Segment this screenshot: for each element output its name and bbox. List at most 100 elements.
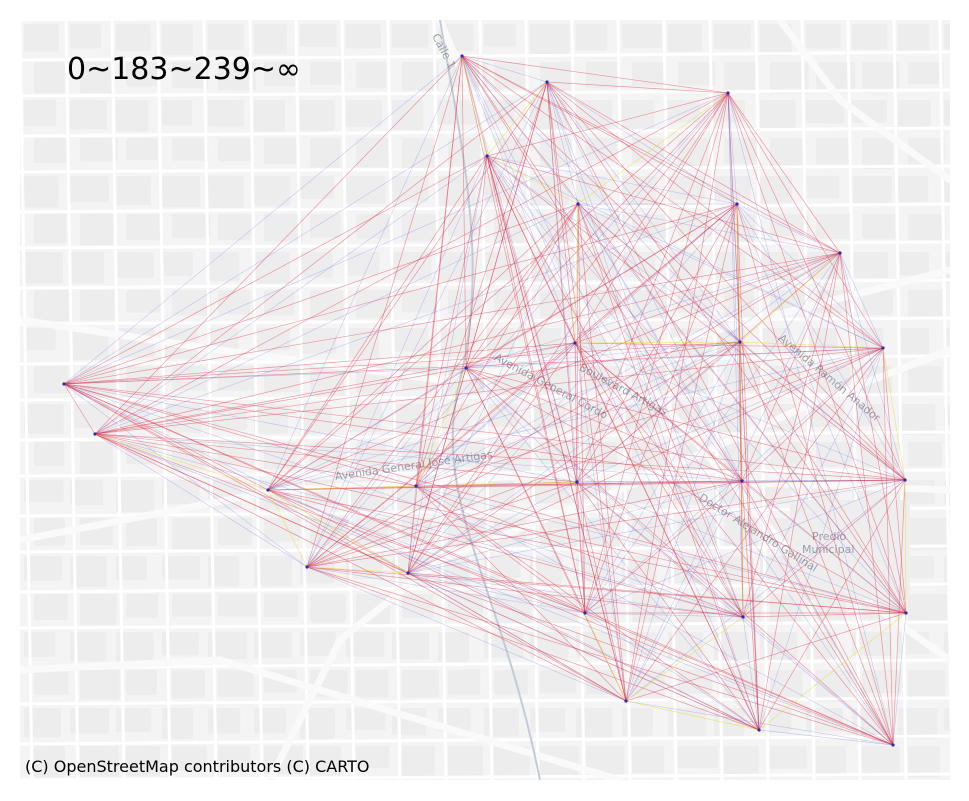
network-link-mid [415, 55, 463, 487]
network-link-mid [63, 383, 96, 435]
street-label: Municipal [802, 543, 854, 556]
network-link-mid [267, 489, 760, 731]
network-link-low [461, 55, 578, 483]
network-link-mid [574, 342, 884, 349]
network-link-low [306, 566, 627, 702]
network-link-mid [465, 367, 627, 702]
network-link-low [625, 700, 894, 746]
network-link-mid [625, 92, 729, 702]
network-link-mid [839, 252, 894, 746]
network-link-high [267, 489, 409, 574]
network-link-low [465, 252, 841, 369]
network-link-low [546, 81, 741, 343]
network-node [576, 202, 580, 206]
network-link-mid [574, 342, 744, 618]
network-link-low [465, 347, 884, 369]
network-link-low [576, 480, 743, 483]
network-link-mid [63, 383, 417, 487]
network-link-mid [576, 481, 760, 731]
network-link-low [63, 383, 308, 568]
network-link-mid [461, 55, 586, 614]
network-link-low [584, 612, 744, 618]
network-link-low [727, 92, 894, 746]
network-link-high [415, 481, 578, 487]
network-link-mid [576, 481, 586, 614]
network-link-mid [415, 485, 586, 614]
network-link-mid [306, 203, 579, 568]
network-link-high [904, 479, 907, 614]
network-link-high [267, 485, 417, 491]
network-link-low [486, 155, 738, 205]
network-link-mid [577, 203, 760, 731]
network-link-low [741, 480, 907, 614]
network-link-mid [63, 155, 488, 385]
network-link-low [577, 203, 884, 349]
network-link-mid [306, 480, 743, 568]
network-link-mid [306, 252, 841, 568]
network-link-low [407, 572, 760, 731]
network-link-low [741, 479, 906, 482]
network-link-mid [63, 252, 841, 385]
network-link-mid [306, 203, 738, 568]
network-link-low [415, 252, 841, 487]
network-link-low [63, 55, 463, 385]
network-link-mid [546, 81, 907, 614]
network-link-mid [882, 347, 894, 746]
network-link-mid [465, 367, 894, 746]
network-link-low [461, 55, 760, 731]
network-link-low [625, 252, 841, 702]
network-link-low [574, 342, 627, 702]
network-link-mid [739, 341, 906, 481]
network-link-high [461, 55, 488, 157]
network-link-low [574, 342, 906, 481]
network-link-mid [94, 433, 417, 487]
network-link-mid [882, 347, 907, 614]
network-link-mid [267, 92, 729, 491]
network-link-mid [742, 612, 907, 618]
network-link-mid [94, 433, 906, 481]
network-link-mid [741, 480, 760, 731]
network-link-low [546, 81, 579, 205]
network-link-low [461, 55, 741, 343]
network-link-mid [94, 252, 841, 435]
network-link-mid [306, 342, 576, 568]
network-link-low [574, 342, 586, 614]
network-link-low [546, 81, 743, 482]
network-link-high [882, 347, 906, 481]
network-link-low [306, 155, 488, 568]
network-link-mid [576, 203, 738, 483]
network-link-mid [574, 342, 760, 731]
network-link-low [94, 433, 894, 746]
network-link-low [465, 367, 578, 483]
network-link-low [486, 155, 884, 349]
network-node [573, 341, 577, 345]
network-node [903, 478, 907, 482]
network-nodes [62, 54, 908, 747]
network-link-mid [839, 252, 907, 614]
network-link-low [407, 203, 738, 574]
network-link-mid [465, 367, 743, 482]
network-link-mid [486, 155, 744, 618]
network-node [575, 480, 579, 484]
network-link-low [63, 383, 578, 483]
network-link-low [839, 252, 884, 349]
network-link-low [742, 616, 894, 746]
network-link-mid [758, 479, 906, 731]
network-link-mid [63, 341, 741, 385]
network-link-mid [63, 383, 627, 702]
network-link-low [546, 81, 760, 731]
network-link-mid [461, 55, 841, 254]
links-mid [63, 55, 907, 746]
network-link-mid [94, 342, 576, 435]
network-link-mid [407, 92, 729, 574]
network-link-high [486, 81, 548, 157]
network-link-low [758, 347, 884, 731]
network-link-high [574, 203, 579, 344]
network-link-mid [741, 347, 884, 482]
network-link-high [306, 566, 409, 574]
network-link-mid [574, 342, 894, 746]
network-link-low [584, 612, 760, 731]
network-link-mid [727, 92, 906, 481]
network-node [266, 488, 270, 492]
